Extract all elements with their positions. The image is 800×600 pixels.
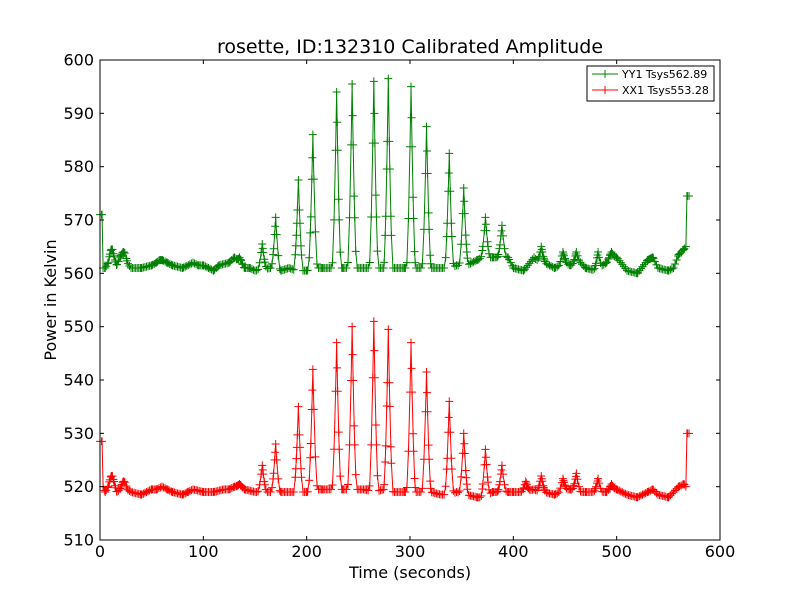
series-yy1 <box>96 74 693 278</box>
y-tick-label: 570 <box>63 211 94 230</box>
ticks-layer: 0 100 200 300 400 500 600 510 520 530 540 550 560 570… <box>63 51 735 562</box>
x-tick-label: 500 <box>601 542 632 561</box>
x-tick-label: 600 <box>705 542 736 561</box>
x-axis-label: Time (seconds) <box>348 563 471 582</box>
legend-box <box>586 65 715 102</box>
y-tick-label: 560 <box>63 264 94 283</box>
y-tick-label: 520 <box>63 477 94 496</box>
x-tick-label: 300 <box>395 542 426 561</box>
chart-title: rosette, ID:132310 Calibrated Amplitude <box>217 36 603 58</box>
legend-marker-xx1 <box>601 86 609 94</box>
x-tick-label: 100 <box>188 542 219 561</box>
legend: YY1 Tsys562.89 XX1 Tsys553.28 <box>586 65 715 102</box>
x-tick-label: 0 <box>95 542 105 561</box>
y-tick-label: 530 <box>63 424 94 443</box>
y-tick-label: 580 <box>63 157 94 176</box>
y-tick-label: 510 <box>63 531 94 550</box>
y-tick-label: 550 <box>63 317 94 336</box>
x-tick-label: 400 <box>498 542 529 561</box>
y-axis-label: Power in Kelvin <box>41 239 60 360</box>
legend-marker-yy1 <box>601 70 609 78</box>
legend-label-yy1: YY1 Tsys562.89 <box>621 68 707 81</box>
y-tick-label: 600 <box>63 51 94 70</box>
y-tick-label: 540 <box>63 371 94 390</box>
y-tick-label: 590 <box>63 104 94 123</box>
legend-label-xx1: XX1 Tsys553.28 <box>622 84 709 97</box>
x-tick-label: 200 <box>291 542 322 561</box>
